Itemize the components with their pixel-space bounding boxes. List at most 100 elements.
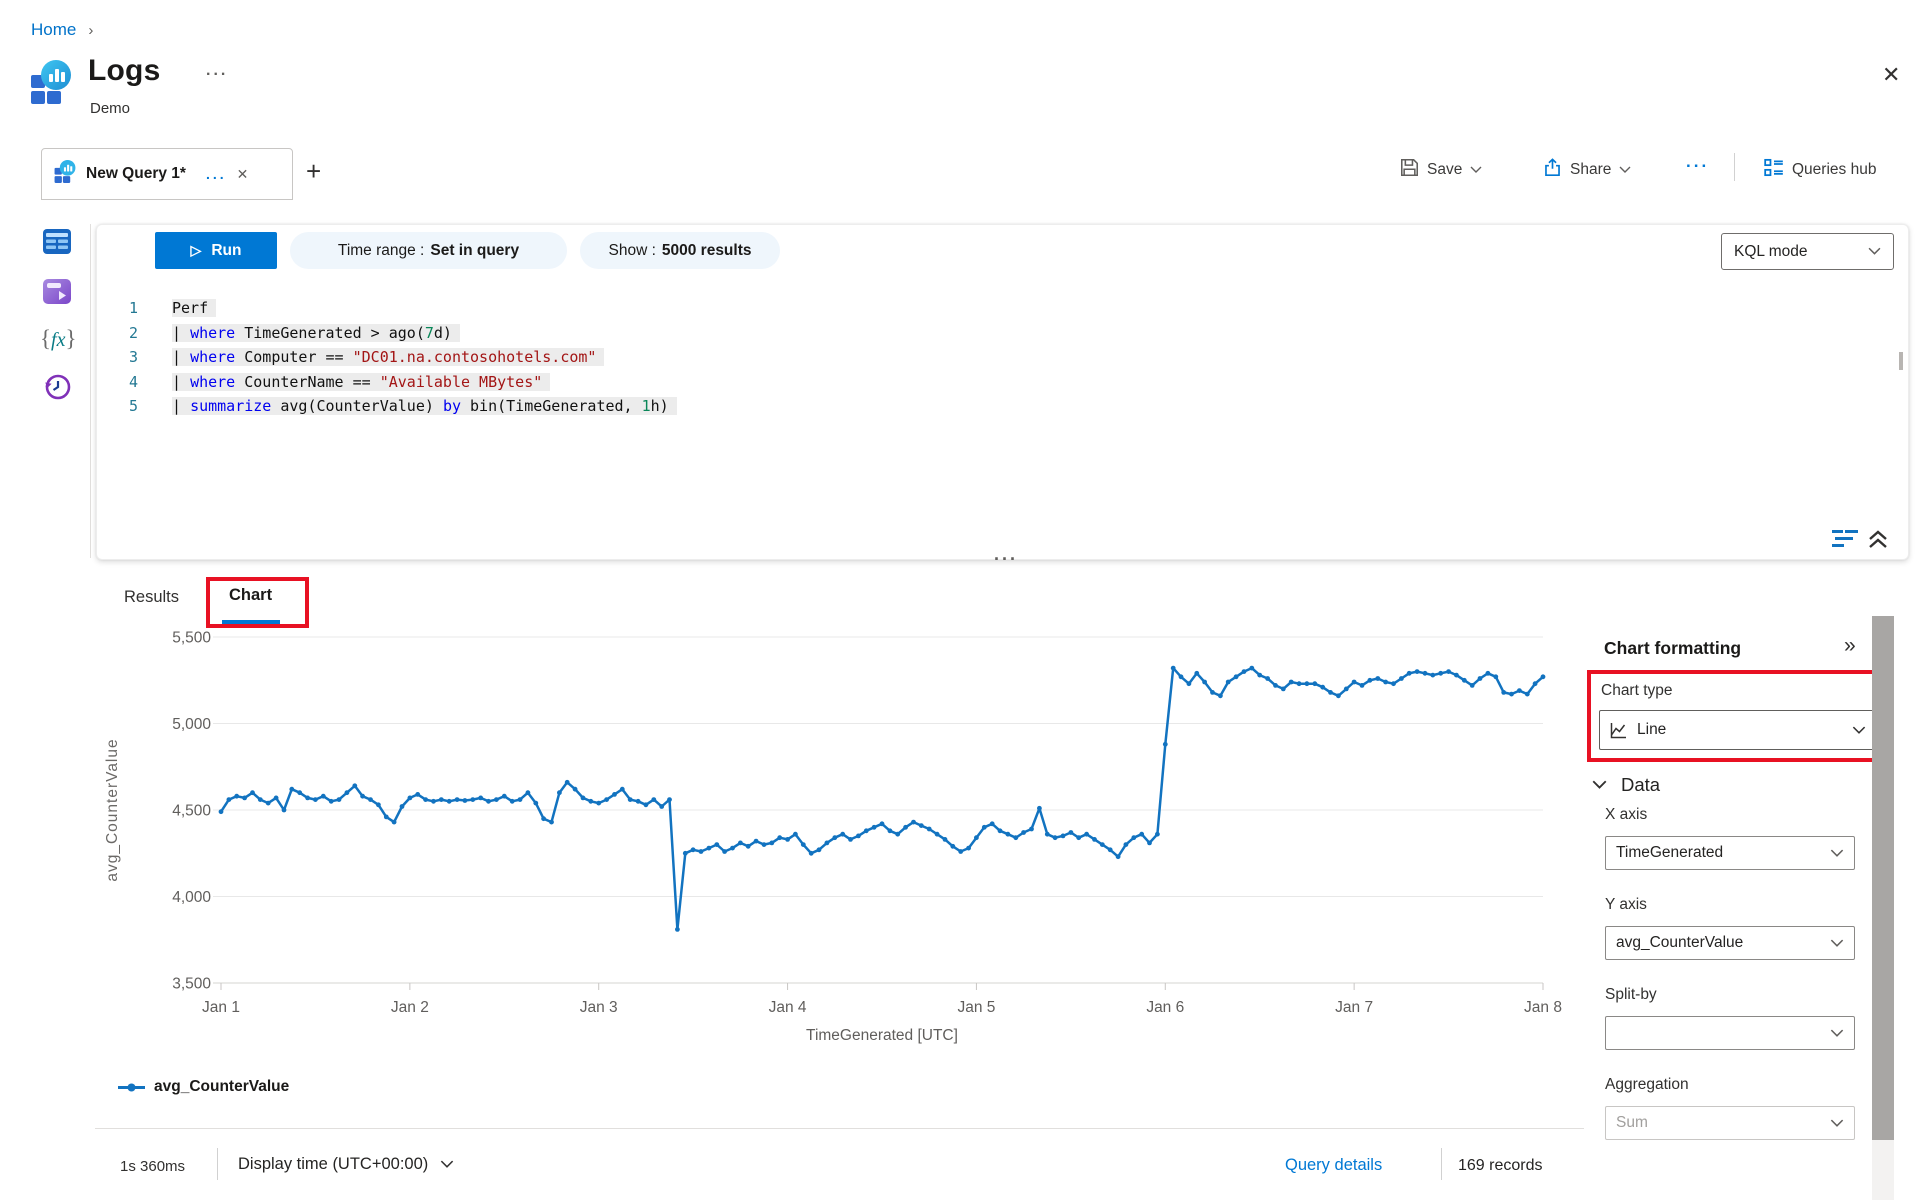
- header-more-button[interactable]: ...: [206, 62, 229, 79]
- tables-pane-icon[interactable]: [42, 228, 72, 260]
- line-number: 5: [128, 397, 138, 416]
- queries-pane-icon[interactable]: [42, 277, 72, 311]
- svg-text:5,500: 5,500: [172, 630, 211, 647]
- line-chart: 3,500 4,000 4,500 5,000 5,500 Jan 1 Jan 2 Jan 3…: [95, 628, 1585, 1060]
- legend-series-label: avg_CounterValue: [154, 1078, 290, 1095]
- split-by-label: Split-by: [1605, 986, 1657, 1003]
- code-line: 5 | summarize avg(CounterValue) by bin(Ti…: [98, 394, 677, 419]
- x-axis-dropdown[interactable]: TimeGenerated: [1605, 836, 1855, 870]
- line-number: 1: [128, 299, 138, 317]
- save-label: Save: [1427, 161, 1463, 178]
- svg-text:5,000: 5,000: [172, 716, 211, 733]
- aggregation-dropdown[interactable]: Sum: [1605, 1106, 1855, 1140]
- data-section-header[interactable]: Data: [1592, 774, 1660, 796]
- more-actions-button[interactable]: ...: [1686, 152, 1710, 171]
- functions-pane-icon[interactable]: {fx}: [40, 326, 77, 351]
- page-subtitle: Demo: [90, 100, 131, 117]
- display-time-dropdown[interactable]: Display time (UTC+00:00): [238, 1155, 454, 1174]
- page-scrollbar-track[interactable]: [1872, 616, 1894, 1200]
- display-time-label: Display time (UTC+00:00): [238, 1155, 429, 1173]
- kql-mode-dropdown[interactable]: KQL mode: [1721, 233, 1894, 270]
- chart-type-dropdown[interactable]: Line: [1599, 710, 1877, 750]
- page-scrollbar-thumb[interactable]: [1872, 616, 1894, 1140]
- code-line: 2 | where TimeGenerated > ago(7d): [98, 321, 677, 346]
- svg-text:TimeGenerated [UTC]: TimeGenerated [UTC]: [806, 1027, 958, 1044]
- tab-chart[interactable]: Chart: [229, 586, 273, 604]
- query-tab[interactable]: New Query 1* ... ✕: [41, 148, 293, 200]
- panel-title: Chart formatting: [1604, 638, 1742, 658]
- svg-text:Jan 8: Jan 8: [1524, 999, 1562, 1016]
- chart-type-value: Line: [1637, 721, 1667, 738]
- run-button[interactable]: ▷ Run: [155, 232, 277, 269]
- svg-text:Jan 2: Jan 2: [391, 999, 429, 1016]
- query-history-icon[interactable]: [42, 372, 72, 407]
- splitter-drag-handle[interactable]: ...: [994, 544, 1019, 564]
- code-line: 4 | where CounterName == "Available MByte…: [98, 370, 677, 395]
- breadcrumb: Home ›: [31, 20, 93, 40]
- statusbar-separator: [217, 1148, 218, 1180]
- run-label: Run: [211, 241, 242, 259]
- format-query-icon[interactable]: [1832, 529, 1859, 554]
- statusbar-separator-2: [1441, 1148, 1442, 1180]
- breadcrumb-home-link[interactable]: Home: [31, 20, 77, 39]
- y-axis-dropdown[interactable]: avg_CounterValue: [1605, 926, 1855, 960]
- editor-scrollbar-thumb[interactable]: [1899, 352, 1903, 370]
- save-button[interactable]: Save: [1400, 158, 1482, 182]
- svg-text:Jan 6: Jan 6: [1146, 999, 1184, 1016]
- chevron-down-icon: [1852, 726, 1866, 734]
- split-by-dropdown[interactable]: [1605, 1016, 1855, 1050]
- chevron-down-icon: [441, 1160, 454, 1168]
- share-label: Share: [1570, 161, 1612, 178]
- annotation-box-chart-type: [1587, 670, 1891, 762]
- svg-text:4,500: 4,500: [172, 803, 211, 820]
- chevron-down-icon: [1830, 849, 1844, 857]
- time-range-button[interactable]: Time range : Set in query: [290, 232, 567, 269]
- panel-fields: X axis TimeGenerated Y axis avg_CounterValu…: [1605, 806, 1855, 1166]
- line-number: 2: [128, 323, 138, 342]
- tab-results[interactable]: Results: [124, 588, 180, 606]
- svg-text:Jan 3: Jan 3: [580, 999, 618, 1016]
- svg-text:Jan 5: Jan 5: [957, 999, 995, 1016]
- annotation-box-chart-tab: [206, 577, 309, 628]
- toolbar-divider: [1734, 153, 1735, 181]
- query-details-link[interactable]: Query details: [1285, 1156, 1383, 1174]
- line-chart-icon: [1610, 722, 1626, 738]
- close-icon[interactable]: ✕: [1882, 62, 1901, 87]
- show-label: Show :: [608, 241, 656, 259]
- line-number: 4: [128, 372, 138, 391]
- svg-text:3,500: 3,500: [172, 976, 211, 993]
- kql-mode-label: KQL mode: [1734, 242, 1808, 260]
- query-tab-close-icon[interactable]: ✕: [236, 165, 249, 182]
- queries-hub-icon: [1764, 158, 1784, 182]
- collapse-editor-icon[interactable]: [1866, 527, 1890, 556]
- svg-text:avg_CounterValue: avg_CounterValue: [104, 738, 121, 881]
- statusbar-divider: [95, 1128, 1584, 1129]
- svg-text:Jan 1: Jan 1: [202, 999, 240, 1016]
- queries-hub-button[interactable]: Queries hub: [1764, 158, 1876, 182]
- chart-legend[interactable]: avg_CounterValue: [118, 1078, 289, 1096]
- queries-hub-label: Queries hub: [1792, 161, 1877, 178]
- query-tab-more-button[interactable]: ...: [205, 166, 227, 182]
- kql-query-editor[interactable]: 1 Perf 2 | where TimeGenerated > ago(7d) 3 | …: [98, 296, 677, 419]
- y-axis-label: Y axis: [1605, 896, 1647, 913]
- aggregation-label: Aggregation: [1605, 1076, 1689, 1093]
- run-play-icon: ▷: [190, 242, 202, 258]
- panel-collapse-icon[interactable]: »: [1844, 634, 1856, 657]
- chevron-down-icon: [1868, 247, 1881, 255]
- query-duration: 1s 360ms: [120, 1158, 186, 1175]
- show-results-button[interactable]: Show : 5000 results: [580, 232, 780, 269]
- svg-text:Jan 7: Jan 7: [1335, 999, 1373, 1016]
- time-range-value: Set in query: [430, 241, 520, 259]
- record-count: 169 records: [1458, 1157, 1543, 1174]
- x-axis-label: X axis: [1605, 806, 1648, 823]
- legend-series-marker: [118, 1083, 145, 1091]
- query-tab-icon: [54, 159, 76, 189]
- svg-text:Jan 4: Jan 4: [769, 999, 807, 1016]
- chevron-down-icon: [1830, 1119, 1844, 1127]
- share-button[interactable]: Share: [1543, 158, 1631, 182]
- rail-divider: [90, 224, 91, 558]
- share-icon: [1543, 158, 1562, 182]
- new-tab-button[interactable]: +: [306, 156, 322, 186]
- svg-text:4,000: 4,000: [172, 889, 211, 906]
